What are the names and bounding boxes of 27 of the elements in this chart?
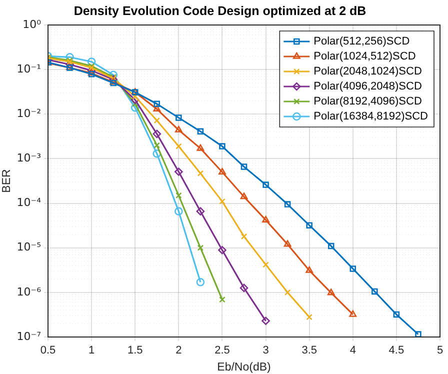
- x-axis-title: Eb/No(dB): [217, 361, 272, 374]
- y-tick-label: 10⁻⁴: [16, 196, 42, 210]
- y-tick-label: 10⁻⁵: [16, 240, 42, 254]
- x-tick-label: 2: [176, 344, 182, 357]
- y-tick-label: 10⁻³: [16, 152, 42, 165]
- x-tick-label: 4: [350, 344, 356, 357]
- x-tick-label: 3.5: [302, 344, 317, 357]
- y-tick-label: 10⁻⁶: [16, 285, 42, 298]
- x-tick-label: 1: [88, 344, 95, 357]
- legend-label: Polar(4096,2048)SCD: [314, 80, 422, 93]
- x-tick-label: 4.5: [388, 344, 404, 357]
- x-tick-label: 5: [436, 344, 444, 357]
- y-tick-label: 10⁻²: [16, 107, 42, 120]
- y-tick-label: 10⁻⁷: [16, 330, 42, 343]
- legend-label: Polar(1024,512)SCD: [314, 50, 416, 63]
- chart-title: Density Evolution Code Design optimized at 2 dB: [74, 4, 366, 18]
- x-tick-label: 1.5: [127, 344, 143, 357]
- y-axis-title: BER: [1, 169, 14, 193]
- y-tick-label: 10⁰: [22, 18, 42, 31]
- x-tick-label: 0.5: [40, 344, 56, 357]
- legend-label: Polar(8192,4096)SCD: [314, 96, 422, 108]
- x-tick-label: 2.5: [214, 344, 230, 357]
- x-tick-label: 3: [262, 344, 269, 357]
- legend-label: Polar(2048,1024)SCD: [314, 66, 422, 78]
- y-tick-label: 10⁻¹: [16, 62, 42, 76]
- legend-label: Polar(512,256)SCD: [314, 36, 410, 48]
- legend-label: Polar(16384,8192)SCD: [314, 110, 428, 123]
